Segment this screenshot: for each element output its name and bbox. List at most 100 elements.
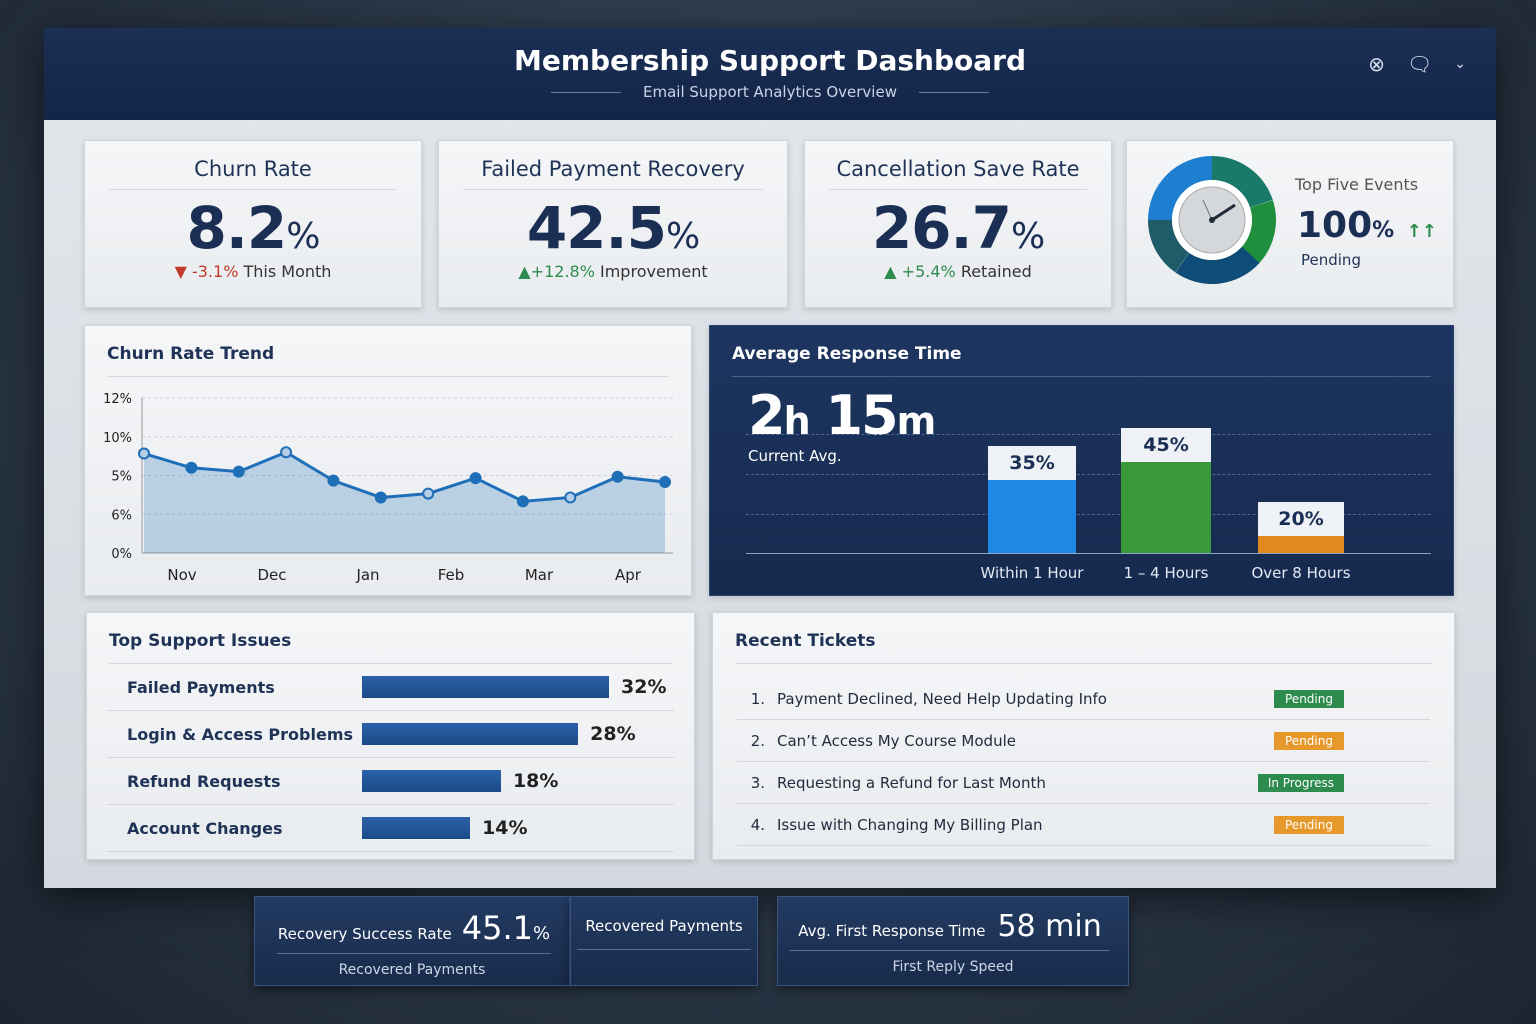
- data-point: [516, 495, 529, 508]
- recovery-value: 45.1: [461, 909, 533, 947]
- kpi-note: Improvement: [600, 262, 708, 281]
- churn-line-chart: 0% 6% 5% 10% 12% Nov Dec Jan Feb Mar Apr: [103, 392, 673, 584]
- ticket-row[interactable]: 2. Can’t Access My Course Module Pending: [737, 720, 1430, 762]
- response-bar: 45%: [1121, 428, 1211, 553]
- bar-value-label: 35%: [988, 445, 1076, 480]
- x-tick-label: Jan: [355, 566, 379, 584]
- issue-pct: 28%: [590, 723, 636, 745]
- issue-label: Account Changes: [127, 818, 283, 838]
- y-tick-label: 10%: [103, 431, 132, 446]
- area-fill: [144, 452, 665, 553]
- arrow-up-icon: ▲: [518, 262, 531, 281]
- issue-row: Failed Payments 32%: [107, 664, 674, 711]
- ticket-number: 4.: [750, 815, 765, 834]
- frt-value: 58 min: [997, 909, 1102, 944]
- issue-row: Account Changes 14%: [107, 805, 674, 852]
- issue-bar: [362, 770, 501, 792]
- kpi-title: Churn Rate: [109, 157, 397, 190]
- kpi-delta: +12.8%: [530, 262, 595, 281]
- data-point: [659, 475, 671, 488]
- baseline: [746, 553, 1431, 554]
- recovery-sub: Recovered Payments: [338, 962, 486, 978]
- bar-value-label: 45%: [1121, 428, 1211, 462]
- kpi-delta: +5.4%: [901, 262, 956, 281]
- kpi-delta: -3.1%: [191, 262, 239, 281]
- data-point: [232, 465, 245, 478]
- y-tick-label: 0%: [111, 547, 132, 562]
- recovered-payments-card: Recovered Payments: [570, 896, 758, 986]
- status-badge: Pending: [1274, 689, 1344, 708]
- ticket-title[interactable]: Can’t Access My Course Module: [777, 731, 1016, 750]
- kpi-value: 42.5: [526, 194, 667, 262]
- header: Membership Support Dashboard Email Suppo…: [44, 28, 1496, 120]
- issue-bar: [362, 676, 609, 698]
- frt-sub: First Reply Speed: [892, 959, 1014, 975]
- events-unit: %: [1372, 218, 1395, 243]
- events-title: Top Five Events: [1295, 175, 1419, 194]
- issue-row: Login & Access Problems 28%: [107, 711, 674, 758]
- issue-label: Failed Payments: [127, 677, 275, 697]
- data-point: [327, 474, 340, 487]
- events-status: Pending: [1301, 251, 1361, 269]
- status-badge: Pending: [1274, 731, 1344, 750]
- y-tick-label: 6%: [111, 508, 132, 523]
- recovered-label: Recovered Payments: [577, 917, 751, 950]
- double-arrow-up-icon: ↑↑: [1406, 221, 1437, 242]
- ticket-title[interactable]: Requesting a Refund for Last Month: [777, 773, 1046, 792]
- recent-tickets-card: Recent Tickets 1. Payment Declined, Need …: [712, 612, 1455, 860]
- recovery-label: Recovery Success Rate: [277, 925, 452, 943]
- kpi-failed-payment-recovery: Failed Payment Recovery 42.5% ▲+12.8% Im…: [438, 140, 788, 308]
- response-bar: 20%: [1258, 502, 1344, 553]
- kpi-unit: %: [1010, 216, 1045, 257]
- gridline: [746, 514, 1431, 515]
- data-point: [185, 461, 198, 474]
- clock-ring-icon: [1148, 156, 1276, 284]
- top-issues-card: Top Support Issues Failed Payments 32% Log…: [86, 612, 695, 860]
- bar-category-label: 1 – 4 Hours: [1123, 564, 1209, 582]
- frt-label: Avg. First Response Time: [798, 922, 986, 940]
- ticket-title[interactable]: Payment Declined, Need Help Updating Inf…: [777, 689, 1107, 708]
- kpi-note: Retained: [960, 262, 1032, 281]
- ticket-row[interactable]: 1. Payment Declined, Need Help Updating I…: [737, 678, 1430, 720]
- data-point: [564, 491, 577, 504]
- data-point: [611, 470, 624, 483]
- kpi-value: 26.7: [871, 194, 1012, 262]
- close-circle-icon[interactable]: ⊗: [1368, 52, 1385, 76]
- kpi-unit: %: [665, 216, 700, 257]
- data-point: [280, 446, 293, 459]
- ticket-row[interactable]: 4. Issue with Changing My Billing Plan Pen…: [737, 804, 1430, 846]
- x-tick-label: Apr: [615, 566, 642, 584]
- issue-bar: [362, 817, 471, 839]
- issue-bar: [362, 723, 579, 745]
- ticket-row[interactable]: 3. Requesting a Refund for Last Month In P…: [737, 762, 1430, 804]
- arrow-up-icon: ▲: [884, 262, 902, 281]
- response-caption: Current Avg.: [748, 447, 842, 465]
- kpi-cancellation-save-rate: Cancellation Save Rate 26.7% ▲ +5.4% Ret…: [804, 140, 1112, 308]
- response-time-card: Average Response Time 2h 15m Current Avg…: [709, 325, 1454, 596]
- issue-pct: 14%: [482, 817, 528, 839]
- response-bar: 35%: [988, 445, 1076, 553]
- minutes-unit: m: [896, 399, 937, 443]
- hours-unit: h: [783, 399, 811, 443]
- bar-category-label: Over 8 Hours: [1251, 564, 1351, 582]
- bar-value-label: 20%: [1258, 502, 1344, 537]
- minutes-value: 15: [825, 384, 898, 447]
- x-tick-label: Feb: [438, 566, 465, 584]
- ticket-number: 1.: [750, 689, 765, 708]
- issue-row: Refund Requests 18%: [107, 758, 674, 805]
- kpi-value: 8.2: [186, 194, 288, 262]
- data-point: [138, 447, 150, 460]
- chat-icon[interactable]: 🗨: [1406, 52, 1433, 76]
- chevron-down-icon[interactable]: ⌄: [1454, 56, 1466, 72]
- kpi-unit: %: [286, 216, 320, 257]
- kpi-title: Cancellation Save Rate: [829, 157, 1087, 190]
- data-point: [374, 491, 387, 504]
- chart-title: Churn Rate Trend: [107, 344, 669, 377]
- ticket-title[interactable]: Issue with Changing My Billing Plan: [777, 815, 1043, 834]
- ticket-number: 3.: [750, 773, 765, 792]
- issue-label: Login & Access Problems: [127, 724, 354, 744]
- page-title: Membership Support Dashboard: [514, 44, 1026, 77]
- tickets-title: Recent Tickets: [735, 631, 1432, 664]
- first-response-card: Avg. First Response Time 58 min First Re…: [777, 896, 1129, 986]
- recovery-unit: %: [533, 923, 551, 944]
